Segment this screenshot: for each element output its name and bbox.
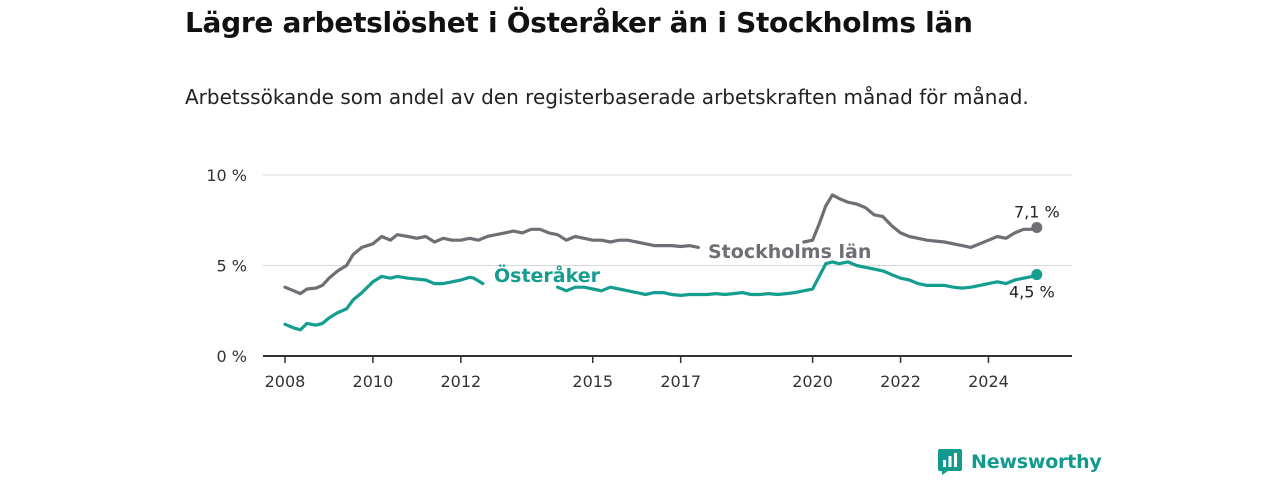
series-line bbox=[283, 227, 700, 296]
x-tick-label: 2015 bbox=[572, 372, 613, 391]
series-line bbox=[556, 260, 1039, 297]
brand-logo: Newsworthy bbox=[937, 448, 1102, 476]
series-label: Österåker bbox=[494, 263, 601, 287]
x-tick-label: 2022 bbox=[880, 372, 921, 391]
y-tick-label: 0 % bbox=[217, 347, 247, 366]
x-tick-label: 2017 bbox=[660, 372, 701, 391]
x-tick-label: 2020 bbox=[792, 372, 833, 391]
y-tick-label: 5 % bbox=[217, 257, 247, 276]
series-end-point bbox=[1031, 269, 1043, 281]
axes: 0 % 5 % 10 % 2008 2010 2012 2015 2017 2020 2022 20… bbox=[206, 166, 1072, 391]
x-tick-label: 2024 bbox=[968, 372, 1009, 391]
chart-subtitle: Arbetssökande som andel av den registerb… bbox=[185, 85, 1029, 109]
x-tick-label: 2012 bbox=[440, 372, 481, 391]
x-tick-label: 2010 bbox=[353, 372, 394, 391]
series-label: Stockholms län bbox=[708, 241, 871, 263]
data-label: 7,1 % bbox=[1014, 202, 1060, 221]
y-tick-label: 10 % bbox=[206, 166, 247, 185]
series-end-point bbox=[1031, 221, 1043, 233]
data-label: 4,5 % bbox=[1009, 283, 1055, 302]
x-tick-label: 2008 bbox=[265, 372, 306, 391]
series-lines bbox=[283, 193, 1043, 332]
series-line bbox=[283, 274, 485, 332]
labels: Stockholms län Österåker 7,1 % 4,5 % bbox=[494, 202, 1060, 301]
grid-lines bbox=[263, 174, 1072, 266]
bar-chart-speech-bubble-icon bbox=[938, 449, 962, 475]
brand-name: Newsworthy bbox=[971, 451, 1102, 473]
series-line bbox=[802, 193, 1039, 249]
chart-title: Lägre arbetslöshet i Österåker än i Stoc… bbox=[185, 6, 973, 39]
